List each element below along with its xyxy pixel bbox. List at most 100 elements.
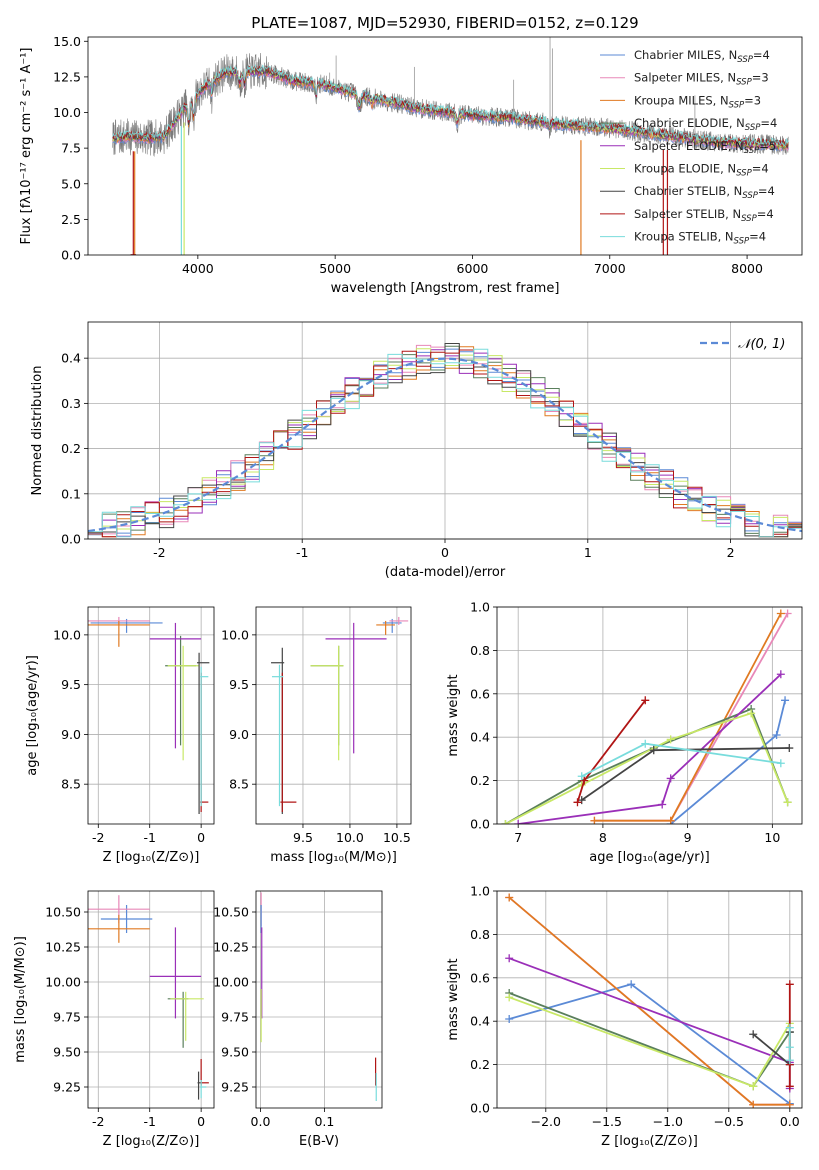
x-tick-label: 0.0 — [780, 1114, 800, 1129]
weight-marker-kroupa-elodie — [749, 1082, 758, 1091]
y-tick-label: 10.00 — [45, 975, 81, 990]
weight-line-salpeter-stelib — [576, 699, 647, 803]
legend-entry-salpeter-stelib: Salpeter STELIB, NSSP=4 — [634, 207, 774, 224]
x-tick-label: 8000 — [731, 261, 763, 276]
y-tick-label: 15.0 — [53, 34, 81, 49]
y-tick-label: 0.1 — [61, 486, 81, 501]
y-tick-label: 10.0 — [53, 627, 81, 642]
weight-marker-salpeter-elodie — [505, 954, 514, 963]
x-axis-label: age [log₁₀(age/yr)] — [589, 850, 710, 865]
x-axis-label: Z [log₁₀(Z/Z⊙)] — [103, 850, 200, 865]
x-tick-label: -2 — [153, 545, 165, 560]
y-axis-label: age [log₁₀(age/yr)] — [25, 655, 40, 776]
axes-frame — [87, 890, 215, 1109]
x-tick-label: -1 — [143, 1114, 155, 1129]
y-tick-label: 1.0 — [470, 884, 490, 899]
errorbar-salpeter-miles — [389, 616, 409, 625]
x-tick-label: −2.0 — [531, 1114, 561, 1129]
x-tick-label: 0 — [197, 1114, 205, 1129]
legend-entry-chabrier-miles: Chabrier MILES, NSSP=4 — [634, 48, 770, 65]
weight-marker-chabrier-stelib — [785, 744, 794, 753]
errorbar-kroupa-stelib — [200, 666, 209, 807]
weight-marker-salpeter-elodie — [776, 670, 785, 679]
legend: Chabrier MILES, NSSP=4 Salpeter MILES, NS… — [600, 48, 777, 247]
weight-marker-salpeter-stelib — [641, 696, 650, 705]
weight-marker-kroupa-miles — [776, 609, 785, 618]
y-tick-label: 9.75 — [53, 1010, 81, 1025]
weight-marker-kroupa-elodie — [501, 820, 510, 824]
legend-entry-kroupa-stelib: Kroupa STELIB, NSSP=4 — [634, 230, 766, 247]
y-tick-label: 9.5 — [61, 677, 81, 692]
y-axis-label: mass weight — [446, 674, 461, 756]
gaussian-curve — [88, 357, 802, 533]
legend-entry-salpeter-miles: Salpeter MILES, NSSP=3 — [634, 71, 769, 88]
errorbar-kroupa-stelib — [200, 1080, 207, 1099]
legend-gaussian-label: 𝒩(0, 1) — [738, 337, 785, 352]
weight-marker-salpeter-stelib — [785, 1082, 794, 1091]
errorbar-kroupa-elodie — [310, 645, 344, 761]
panel-residuals: -2 -1 0 1 2 0.0 0.1 0.2 0.3 0.4 (data-model)/error… — [30, 321, 803, 580]
axes-frame — [87, 606, 215, 825]
x-tick-label: 0.1 — [314, 1114, 334, 1129]
plot-area-weight_vs_age — [501, 609, 794, 824]
y-tick-label: 0.0 — [61, 248, 81, 263]
errorbar-salpeter-elodie — [149, 622, 202, 749]
axes-frame — [496, 606, 803, 825]
legend-entry-kroupa-miles: Kroupa MILES, NSSP=3 — [634, 93, 761, 110]
legend-entry-chabrier-elodie: Chabrier ELODIE, NSSP=4 — [634, 116, 777, 133]
x-tick-label: -1 — [143, 830, 155, 845]
errorbar-salpeter-stelib — [280, 672, 297, 813]
legend-entry-salpeter-elodie: Salpeter ELODIE, NSSP=5 — [634, 139, 776, 156]
weight-marker-salpeter-elodie — [514, 820, 523, 824]
y-tick-label: 0.4 — [470, 1014, 490, 1029]
x-tick-label: 10 — [764, 830, 780, 845]
y-tick-label: 9.0 — [61, 727, 81, 742]
panel-mass_vs_Z: -2 -1 0 9.25 9.50 9.75 10.00 10.25 10.50 Z [log₁₀… — [13, 890, 215, 1149]
x-tick-label: 4000 — [182, 261, 214, 276]
x-axis-label: wavelength [Angstrom, rest frame] — [331, 281, 560, 296]
x-tick-label: 7000 — [594, 261, 626, 276]
weight-marker-kroupa-stelib — [641, 739, 650, 748]
x-tick-label: 5000 — [319, 261, 351, 276]
y-tick-label: 7.5 — [61, 141, 81, 156]
weight-line-salpeter-miles — [594, 613, 789, 822]
histogram-kroupa-stelib — [88, 348, 802, 538]
axes-frame — [255, 890, 383, 1109]
errorbar-chabrier-stelib — [197, 652, 210, 815]
y-tick-label: 9.25 — [221, 1080, 249, 1095]
x-tick-label: 6000 — [457, 261, 489, 276]
plot-area-weight_vs_Z — [505, 893, 794, 1108]
axes-frame — [87, 321, 803, 540]
weight-marker-kroupa-stelib — [577, 772, 586, 781]
y-tick-label: 9.5 — [229, 677, 249, 692]
y-axis-label: Normed distribution — [30, 366, 45, 496]
y-tick-label: 0.8 — [470, 927, 490, 942]
y-tick-label: 5.0 — [61, 176, 81, 191]
panel-age_vs_mass: 9.5 10.0 10.5 8.5 9.0 9.5 10.0 mass [log₁₀(M/M⊙… — [221, 606, 412, 865]
y-tick-label: 0.4 — [470, 730, 490, 745]
weight-marker-kroupa-stelib — [776, 759, 785, 768]
axes-frame — [87, 36, 803, 256]
weight-marker-kroupa-elodie — [505, 993, 514, 1002]
weight-line-chabrier-miles — [508, 983, 791, 1105]
y-tick-label: 1.0 — [470, 600, 490, 615]
model-kroupa-stelib — [112, 64, 789, 147]
y-tick-label: 0.6 — [470, 686, 490, 701]
y-tick-label: 9.0 — [229, 727, 249, 742]
errorbar-kroupa-miles — [88, 914, 150, 943]
x-tick-label: 10.0 — [336, 830, 364, 845]
errorbar-kroupa-elodie — [167, 645, 199, 761]
weight-marker-salpeter-stelib — [580, 776, 589, 785]
y-tick-label: 10.0 — [221, 627, 249, 642]
x-tick-label: −0.5 — [714, 1114, 744, 1129]
weight-line-salpeter-elodie — [518, 673, 782, 824]
y-tick-label: 0.6 — [470, 970, 490, 985]
y-tick-label: 0.0 — [61, 532, 81, 547]
x-tick-label: 0 — [441, 545, 449, 560]
weight-marker-chabrier-miles — [781, 696, 790, 705]
y-tick-label: 10.00 — [213, 975, 249, 990]
x-axis-label: Z [log₁₀(Z/Z⊙)] — [601, 1134, 698, 1149]
plot-area-residuals — [88, 343, 802, 538]
weight-marker-kroupa-elodie — [783, 798, 792, 807]
y-tick-label: 0.3 — [61, 396, 81, 411]
